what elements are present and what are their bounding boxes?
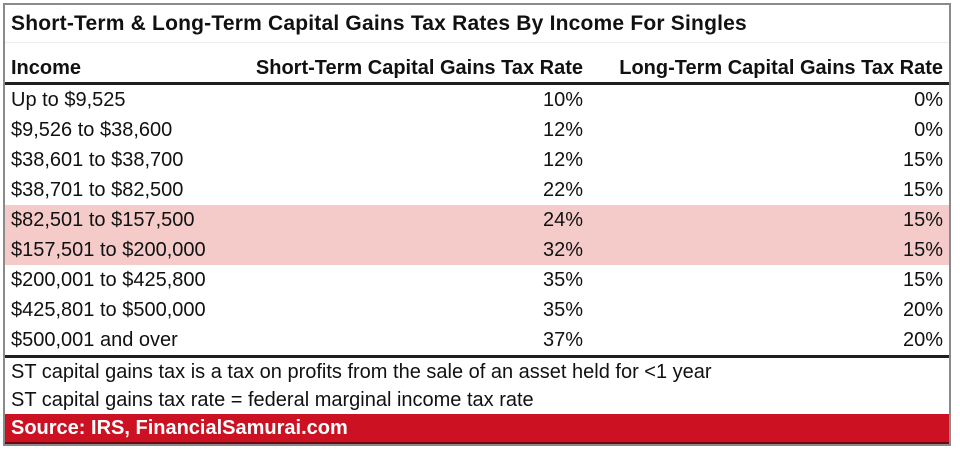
long-term-rate-cell: 15% bbox=[902, 178, 943, 201]
long-term-rate-cell: 20% bbox=[902, 328, 943, 351]
short-term-rate-cell: 37% bbox=[542, 328, 583, 351]
long-term-rate-cell: 15% bbox=[902, 208, 943, 231]
long-term-rate-cell: 15% bbox=[902, 268, 943, 291]
table-row: $425,801 to $500,000 35% 20% bbox=[5, 295, 949, 325]
income-cell: $425,801 to $500,000 bbox=[11, 298, 206, 321]
long-term-rate-cell: 0% bbox=[914, 88, 943, 111]
income-cell: $82,501 to $157,500 bbox=[11, 208, 195, 231]
footnote-rate-equivalence: ST capital gains tax rate = federal marg… bbox=[11, 388, 534, 411]
short-term-rate-cell: 32% bbox=[542, 238, 583, 261]
table-row: Up to $9,525 10% 0% bbox=[5, 85, 949, 115]
income-cell: $200,001 to $425,800 bbox=[11, 268, 206, 291]
tax-rate-table: Short-Term & Long-Term Capital Gains Tax… bbox=[3, 3, 951, 446]
table-row: $9,526 to $38,600 12% 0% bbox=[5, 115, 949, 145]
income-cell: $38,601 to $38,700 bbox=[11, 148, 184, 171]
table-row: $38,601 to $38,700 12% 15% bbox=[5, 145, 949, 175]
table-row: $157,501 to $200,000 32% 15% bbox=[5, 235, 949, 265]
long-term-rate-cell: 15% bbox=[902, 148, 943, 171]
column-header-long-term-rate: Long-Term Capital Gains Tax Rate bbox=[619, 57, 943, 79]
table-title: Short-Term & Long-Term Capital Gains Tax… bbox=[5, 5, 949, 43]
short-term-rate-cell: 12% bbox=[542, 118, 583, 141]
income-cell: $9,526 to $38,600 bbox=[11, 118, 173, 141]
short-term-rate-cell: 35% bbox=[542, 298, 583, 321]
long-term-rate-cell: 0% bbox=[914, 118, 943, 141]
column-header-income: Income bbox=[11, 57, 82, 79]
short-term-rate-cell: 10% bbox=[542, 88, 583, 111]
long-term-rate-cell: 20% bbox=[902, 298, 943, 321]
table-row: $500,001 and over 37% 20% bbox=[5, 325, 949, 355]
income-cell: $38,701 to $82,500 bbox=[11, 178, 184, 201]
income-cell: $500,001 and over bbox=[11, 328, 178, 351]
footnotes: ST capital gains tax is a tax on profits… bbox=[5, 355, 949, 414]
income-cell: Up to $9,525 bbox=[11, 88, 126, 111]
table-row: $38,701 to $82,500 22% 15% bbox=[5, 175, 949, 205]
table-row: $82,501 to $157,500 24% 15% bbox=[5, 205, 949, 235]
table-row: $200,001 to $425,800 35% 15% bbox=[5, 265, 949, 295]
short-term-rate-cell: 12% bbox=[542, 148, 583, 171]
income-cell: $157,501 to $200,000 bbox=[11, 238, 206, 261]
column-header-short-term-rate: Short-Term Capital Gains Tax Rate bbox=[255, 57, 583, 79]
short-term-rate-cell: 22% bbox=[542, 178, 583, 201]
source-bar: Source: IRS, FinancialSamurai.com bbox=[5, 414, 949, 444]
short-term-rate-cell: 35% bbox=[542, 268, 583, 291]
table-body: Up to $9,525 10% 0% $9,526 to $38,600 12% 0% $… bbox=[5, 85, 949, 355]
long-term-rate-cell: 15% bbox=[902, 238, 943, 261]
table-header-row: Income Short-Term Capital Gains Tax Rate… bbox=[5, 43, 949, 85]
short-term-rate-cell: 24% bbox=[542, 208, 583, 231]
footnote-definition: ST capital gains tax is a tax on profits… bbox=[11, 360, 712, 383]
